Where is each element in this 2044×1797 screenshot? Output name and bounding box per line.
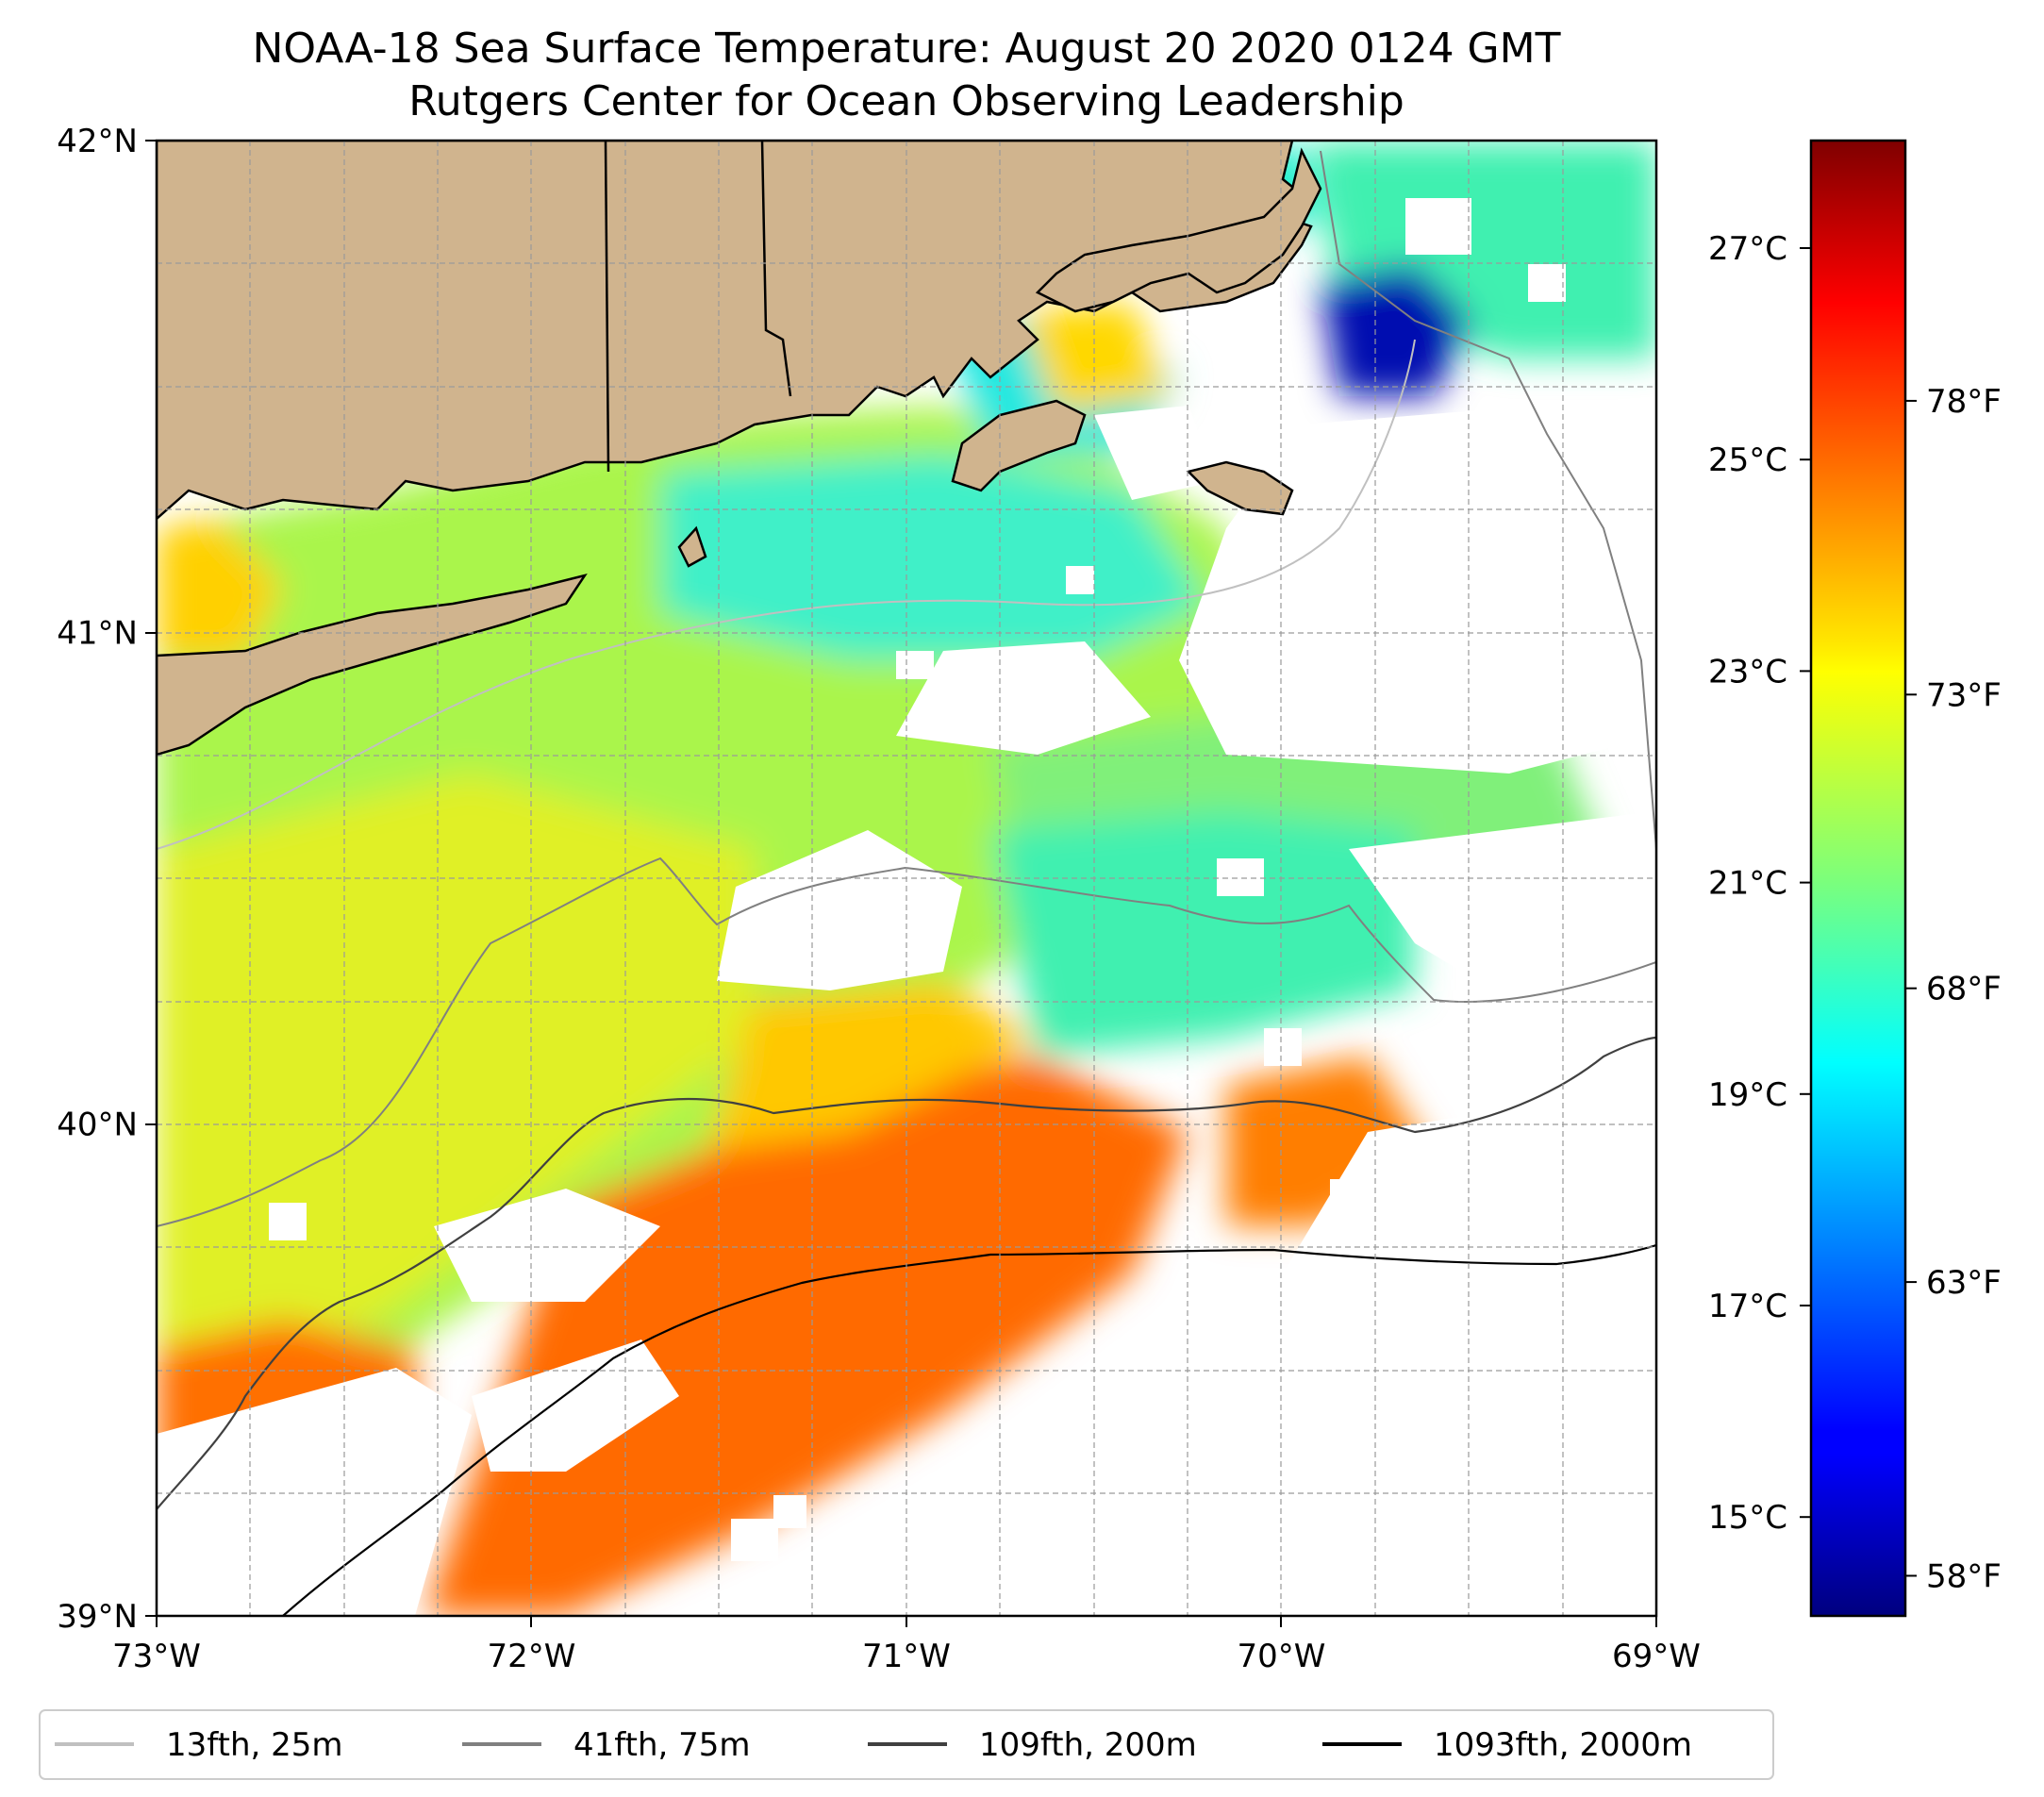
map-title: NOAA-18 Sea Surface Temperature: August …	[253, 25, 1561, 73]
celsius-ticks: 27°C 25°C 23°C 21°C 19°C 17°C 15°C	[1708, 230, 1811, 1537]
celsius-tick-label: 15°C	[1708, 1499, 1787, 1537]
y-tick-label: 41°N	[57, 614, 138, 652]
y-tick-labels: 42°N 41°N 40°N 39°N	[57, 123, 138, 1636]
celsius-tick-label: 27°C	[1708, 230, 1787, 268]
bathymetry-contours	[157, 150, 1656, 1616]
x-tick-label: 69°W	[1612, 1638, 1701, 1675]
celsius-tick-label: 25°C	[1708, 441, 1787, 479]
x-tick-label: 72°W	[488, 1638, 576, 1675]
celsius-tick-label: 17°C	[1708, 1288, 1787, 1325]
celsius-tick-label: 19°C	[1708, 1076, 1787, 1114]
axis-ticks	[145, 140, 1657, 1627]
legend-label: 109fth, 200m	[979, 1726, 1197, 1764]
cloud-gaps	[157, 198, 1656, 1616]
legend-label: 13fth, 25m	[166, 1726, 343, 1764]
x-tick-label: 70°W	[1238, 1638, 1326, 1675]
land	[157, 141, 1322, 757]
fahrenheit-tick-label: 68°F	[1926, 971, 2002, 1008]
colorbar: 27°C 25°C 23°C 21°C 19°C 17°C 15°C 78°F 73°F 68°…	[1708, 139, 2002, 1618]
map-subtitle: Rutgers Center for Ocean Observing Leade…	[408, 77, 1404, 125]
colorbar-gradient	[1809, 139, 1907, 1618]
sst-field	[157, 141, 1656, 1616]
legend: 13fth, 25m 41fth, 75m 109fth, 200m 1093fth,…	[39, 1709, 1774, 1780]
fahrenheit-ticks: 78°F 73°F 68°F 63°F 58°F	[1905, 383, 2002, 1595]
legend-label: 1093fth, 2000m	[1434, 1726, 1692, 1764]
fahrenheit-tick-label: 58°F	[1926, 1557, 2002, 1595]
map-area	[157, 141, 1656, 1616]
y-tick-label: 42°N	[57, 123, 138, 160]
x-tick-labels: 73°W 72°W 71°W 70°W 69°W	[112, 1638, 1701, 1675]
celsius-tick-label: 23°C	[1708, 653, 1787, 691]
y-tick-label: 40°N	[57, 1106, 138, 1144]
y-tick-label: 39°N	[57, 1598, 138, 1636]
gridlines	[157, 141, 1656, 1616]
fahrenheit-tick-label: 63°F	[1926, 1264, 2002, 1302]
state-borders	[604, 141, 792, 473]
fahrenheit-tick-label: 78°F	[1926, 383, 2002, 421]
celsius-tick-label: 21°C	[1708, 865, 1787, 903]
x-tick-label: 71°W	[862, 1638, 951, 1675]
x-tick-label: 73°W	[112, 1638, 201, 1675]
fahrenheit-tick-label: 73°F	[1926, 676, 2002, 714]
legend-label: 41fth, 75m	[573, 1726, 751, 1764]
